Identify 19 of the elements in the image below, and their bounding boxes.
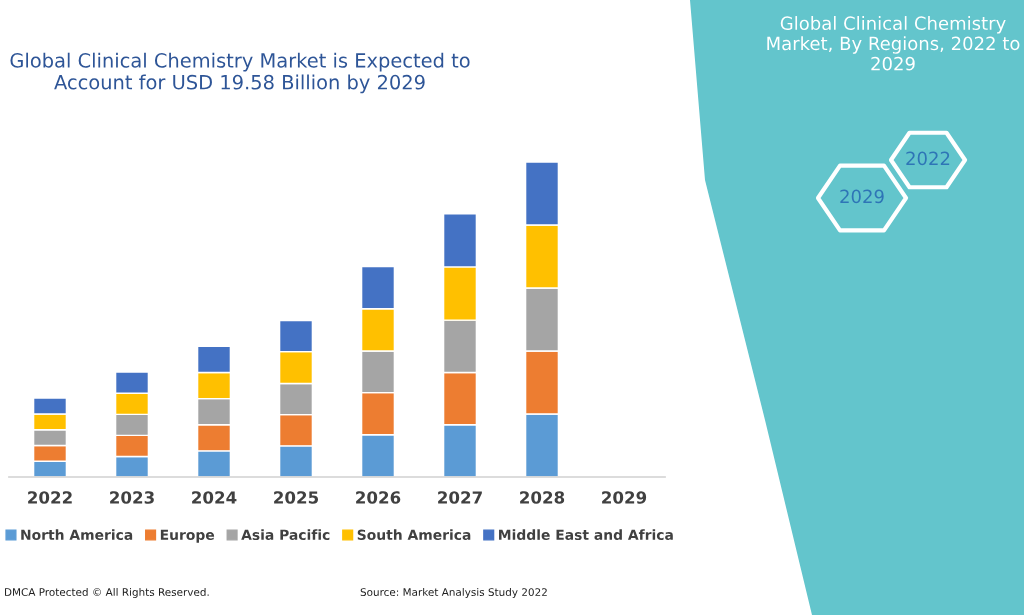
source-note: Source: Market Analysis Study 2022	[360, 587, 547, 599]
x-tick-label: 2023	[110, 491, 154, 504]
text: Global Clinical Chemistry Market, By Regions, 2022 to 2029	[767, 16, 1020, 71]
text: DMCA Protected © All Rights Reserved.	[5, 587, 209, 599]
x-tick-label: 2024	[192, 491, 237, 504]
text: 2029	[840, 189, 884, 204]
legend-label: Europe	[160, 529, 215, 543]
legend-label: Asia Pacific	[241, 529, 330, 541]
legend-label: North America	[21, 529, 133, 541]
x-tick-label: 2025	[274, 491, 319, 504]
legend-label: Middle East and Africa	[499, 529, 673, 541]
x-tick-label: 2027	[438, 491, 482, 504]
x-tick-label: 2026	[356, 491, 401, 504]
x-tick-label: 2022	[28, 491, 72, 504]
x-tick-label: 2029	[602, 491, 647, 504]
x-tick-label: 2028	[520, 491, 565, 504]
legend-label: South America	[357, 529, 471, 541]
text: 2022	[906, 151, 950, 166]
chart-title: Global Clinical Chemistry Market is Expected to Account for USD 19.58 Billion by 2029	[10, 52, 470, 94]
